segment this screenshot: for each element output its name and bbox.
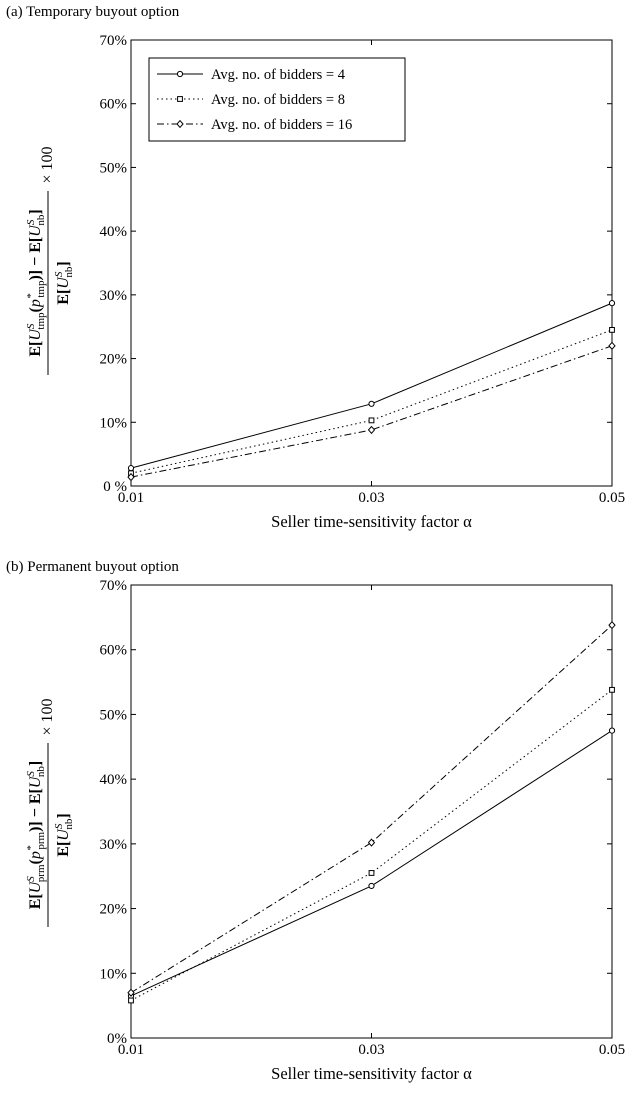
y-tick-label: 40% [100,224,128,240]
x-tick-label: 0.03 [358,490,384,506]
data-point [368,870,375,876]
y-tick-label: 30% [100,837,128,853]
y-tick-label: 50% [100,707,128,723]
chart-svg: E[UStmp(p*tmp)] − E[USnb] E[USnb] × 100 … [25,33,625,531]
legend-marker [177,96,183,102]
data-point [609,327,615,333]
data-point [608,300,616,307]
y-tick-label: 0% [107,1031,127,1047]
legend-marker [176,70,184,78]
y-tick-label: 60% [100,643,128,659]
data-point [608,341,616,350]
series-2 [128,686,615,1004]
y-tick-label: 70% [100,578,128,594]
data-point [609,686,615,693]
legend-label: Avg. no. of bidders = 16 [211,117,352,133]
y-tick-label: 30% [100,288,128,304]
data-point [367,838,376,847]
data-point [367,425,376,435]
data-point [368,882,375,890]
y-axis-label: E[USprm(p*prm)] − E[USnb] E[USnb] × 100 [25,698,75,927]
legend-label: Avg. no. of bidders = 8 [211,92,345,108]
x-tick-label: 0.05 [599,490,625,506]
data-point [608,727,616,734]
svg-text:E[UStmp(p*tmp)] − E[USnb]: E[UStmp(p*tmp)] − E[USnb] [25,209,47,356]
series-line [130,329,613,474]
data-point [127,472,135,482]
x-tick-label: 0.05 [599,1042,625,1058]
svg-text:× 100: × 100 [39,698,56,735]
data-point [128,997,134,1004]
legend-marker [176,119,184,129]
chart-panel-temporary: (a) Temporary buyout option E[UStmp(p*tm… [0,0,636,548]
y-tick-label: 20% [100,902,128,918]
x-axis-label: Seller time-sensitivity factor α [271,512,472,531]
series-line [130,624,613,994]
chart-svg: E[USprm(p*prm)] − E[USnb] E[USnb] × 100 … [25,578,625,1083]
data-point [368,400,375,407]
legend-label: Avg. no. of bidders = 4 [211,67,346,83]
y-tick-label: 10% [100,966,128,982]
y-axis-label: E[UStmp(p*tmp)] − E[USnb] E[USnb] × 100 [25,146,75,375]
data-point [368,417,375,424]
series-1 [127,300,616,472]
chart-panel-permanent: (b) Permanent buyout option E[USprm(p*pr… [0,555,636,1109]
y-tick-label: 40% [100,772,128,788]
y-tick-label: 10% [100,415,128,431]
svg-text:E[USprm(p*prm)] − E[USnb]: E[USprm(p*prm)] − E[USnb] [25,761,47,910]
data-point [127,988,135,997]
y-tick-label: 0 % [103,479,127,495]
legend: Avg. no. of bidders = 4 Avg. no. of bidde… [148,57,406,142]
series-3 [127,620,616,997]
panel-title: (b) Permanent buyout option [6,559,179,575]
plot-frame [130,584,613,1039]
data-point [608,620,616,630]
panel-title: (a) Temporary buyout option [6,4,180,20]
series-3 [127,341,616,482]
x-axis-label: Seller time-sensitivity factor α [271,1064,472,1083]
svg-text:× 100: × 100 [39,146,56,183]
series-line [130,345,613,478]
x-tick-label: 0.01 [118,490,144,506]
svg-text:E[USnb]: E[USnb] [53,261,75,304]
series-line [130,730,613,997]
series-line [130,689,613,1001]
x-tick-label: 0.03 [358,1042,384,1058]
y-tick-label: 70% [100,33,128,49]
y-tick-label: 20% [100,352,128,368]
series-1 [127,727,616,1000]
legend-box [148,57,406,142]
data-point [127,465,135,472]
series-line [130,302,613,469]
svg-text:E[USnb]: E[USnb] [53,813,75,856]
y-tick-label: 60% [100,97,128,113]
y-tick-label: 50% [100,160,128,176]
x-tick-label: 0.01 [118,1042,144,1058]
